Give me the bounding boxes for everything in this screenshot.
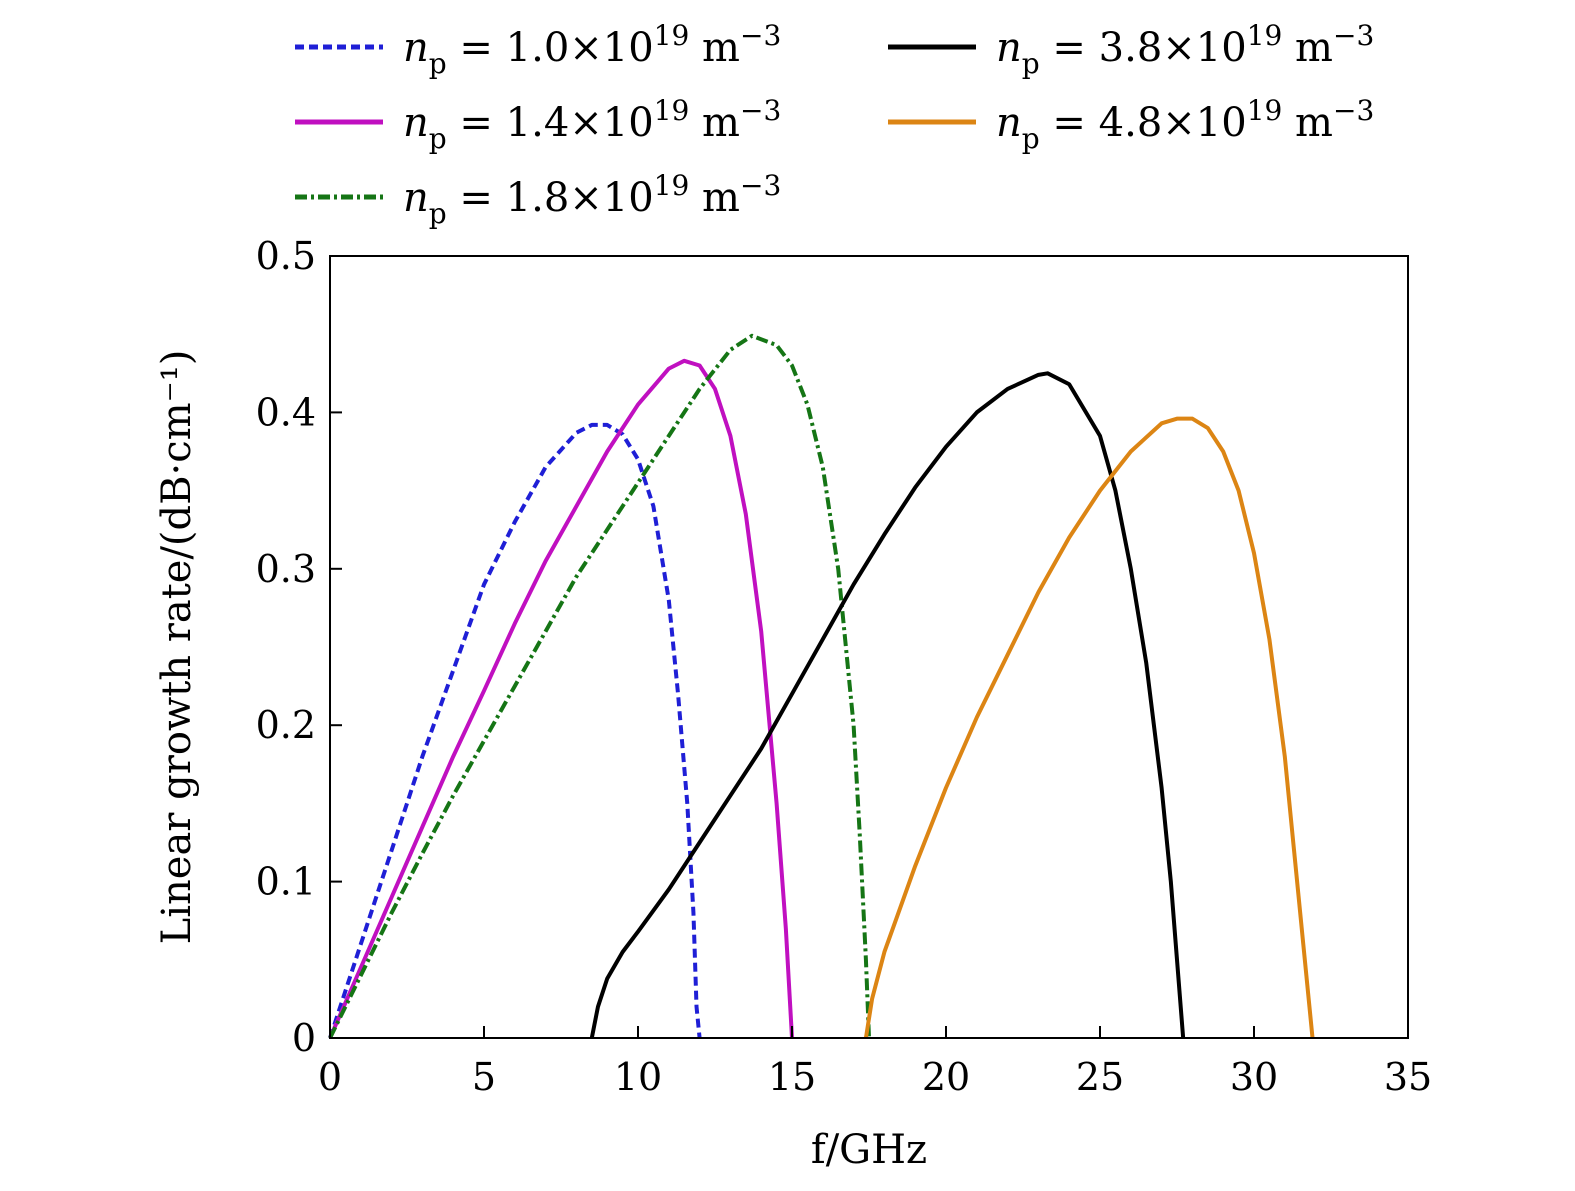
y-tick-label: 0 [292, 1016, 316, 1060]
x-tick-label: 5 [472, 1055, 496, 1099]
legend-entry-4: np = 3.8×1019 m−3 [996, 19, 1374, 80]
series-line-2 [328, 358, 794, 1039]
legend: np = 1.0×1019 m−3 np = 1.4×1019 m−3 np = 1… [295, 19, 1374, 230]
tick-labels: 0 5 10 15 20 25 30 35 0 0.1 0.2 0.3 0.4 0.5 [256, 234, 1433, 1099]
legend-entry-3: np = 1.8×1019 m−3 [403, 169, 781, 230]
series-line-3 [328, 333, 871, 1039]
y-axis-label: Linear growth rate/(dB·cm⁻¹) [154, 350, 200, 945]
series-line-5 [863, 416, 1315, 1039]
x-tick-label: 35 [1384, 1055, 1432, 1099]
series-line-4 [589, 371, 1186, 1039]
legend-entry-1: np = 1.0×1019 m−3 [403, 19, 781, 80]
legend-entry-2: np = 1.4×1019 m−3 [403, 94, 781, 155]
y-tick-label: 0.1 [256, 860, 316, 904]
ticks [329, 255, 1409, 1039]
series-line-1 [328, 422, 702, 1039]
x-tick-label: 15 [768, 1055, 816, 1099]
legend-entry-5: np = 4.8×1019 m−3 [996, 94, 1374, 155]
x-tick-label: 10 [614, 1055, 662, 1099]
y-tick-label: 0.5 [256, 234, 316, 278]
x-axis-label: f/GHz [811, 1127, 927, 1173]
x-tick-label: 30 [1230, 1055, 1278, 1099]
plot-frame [329, 255, 1409, 1039]
y-tick-label: 0.2 [256, 703, 316, 747]
x-tick-label: 20 [922, 1055, 970, 1099]
y-tick-label: 0.4 [256, 390, 316, 434]
x-tick-label: 0 [318, 1055, 342, 1099]
y-tick-label: 0.3 [256, 547, 316, 591]
x-tick-label: 25 [1076, 1055, 1124, 1099]
series-layer [328, 333, 1315, 1039]
